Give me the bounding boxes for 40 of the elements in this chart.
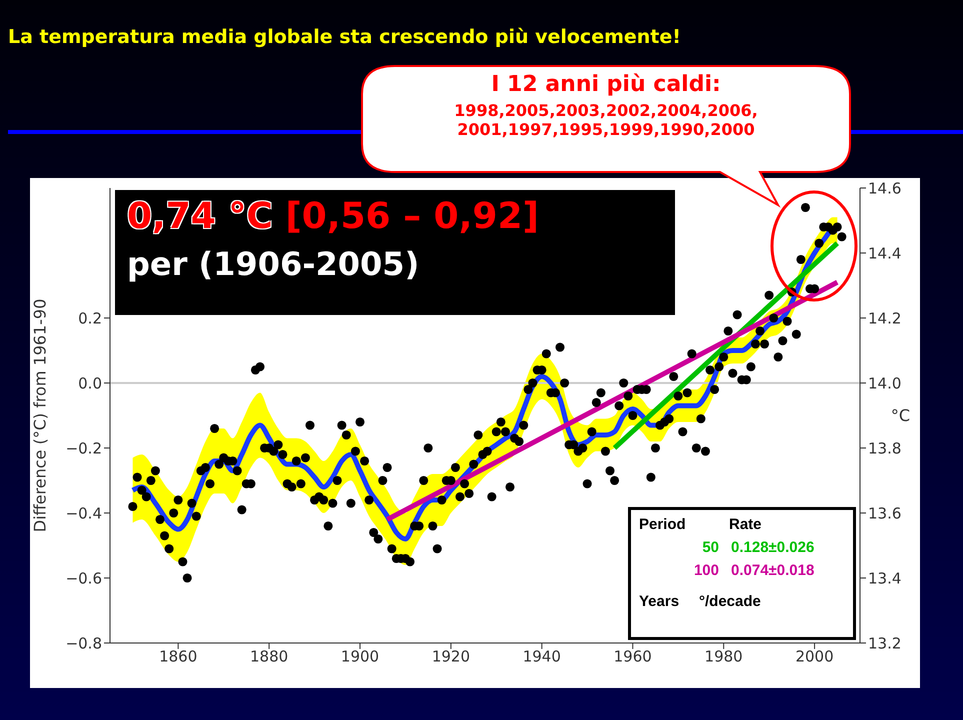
annotation: °/decade [699,593,761,610]
annotation: 0,74 °C [127,196,273,237]
y2-tick-label: 14.4 [868,244,902,262]
text: I 12 anni più caldi: [490,72,722,97]
y-tick-label: −0.8 [66,634,102,652]
text: 1998,2005,2003,2002,2004,2006, [453,101,759,120]
y-axis-title: Difference (°C) from 1961-90 [30,298,50,532]
annotation: Period [639,516,687,533]
y2-tick-label: 13.8 [868,439,902,458]
y-tick-label: −0.2 [66,439,102,458]
annotation: 0.074±0.018 [731,562,814,579]
y-tick-label: −0.4 [66,504,102,522]
annotation: 0.128±0.026 [731,539,814,556]
text-panel: 0,74 °C [0,56 – 0,92] per (1906-2005) [115,190,675,315]
text: 50 [702,539,719,556]
x-tick-label: 1960 [614,648,652,666]
y2-tick-label: 13.6 [868,504,902,522]
y-tick-label: −0.6 [66,569,102,588]
y2-tick-label: 14.6 [868,179,902,198]
y2-tick-label: 13.4 [868,569,902,588]
x-tick-label: 1920 [432,648,470,666]
annotation: per (1906-2005) [127,245,420,283]
x-tick-label: 1940 [522,648,561,666]
x-tick-label: 2000 [795,648,834,666]
y2-axis-title: °C [890,406,910,426]
x-tick-label: 1860 [159,648,198,666]
annotation: Years [639,593,680,610]
text: 2001,1997,1995,1999,1990,2000 [456,120,756,139]
y2-tick-label: 14.2 [868,309,902,328]
y2-tick-label: 13.2 [868,634,902,652]
text: 100 [694,562,719,579]
annotation: Rate [729,516,762,533]
chart-title: La temperatura media globale sta crescendo più velocemente! [8,26,681,48]
x-tick-label: 1980 [704,648,743,666]
x-tick-label: 1900 [340,648,380,666]
x-tick-label: 1880 [250,648,288,666]
y2-tick-label: 14.0 [868,374,902,392]
annotation: [0,56 – 0,92] [285,196,539,237]
y-tick-label: 0.0 [78,374,102,392]
y-tick-label: 0.2 [78,309,102,328]
